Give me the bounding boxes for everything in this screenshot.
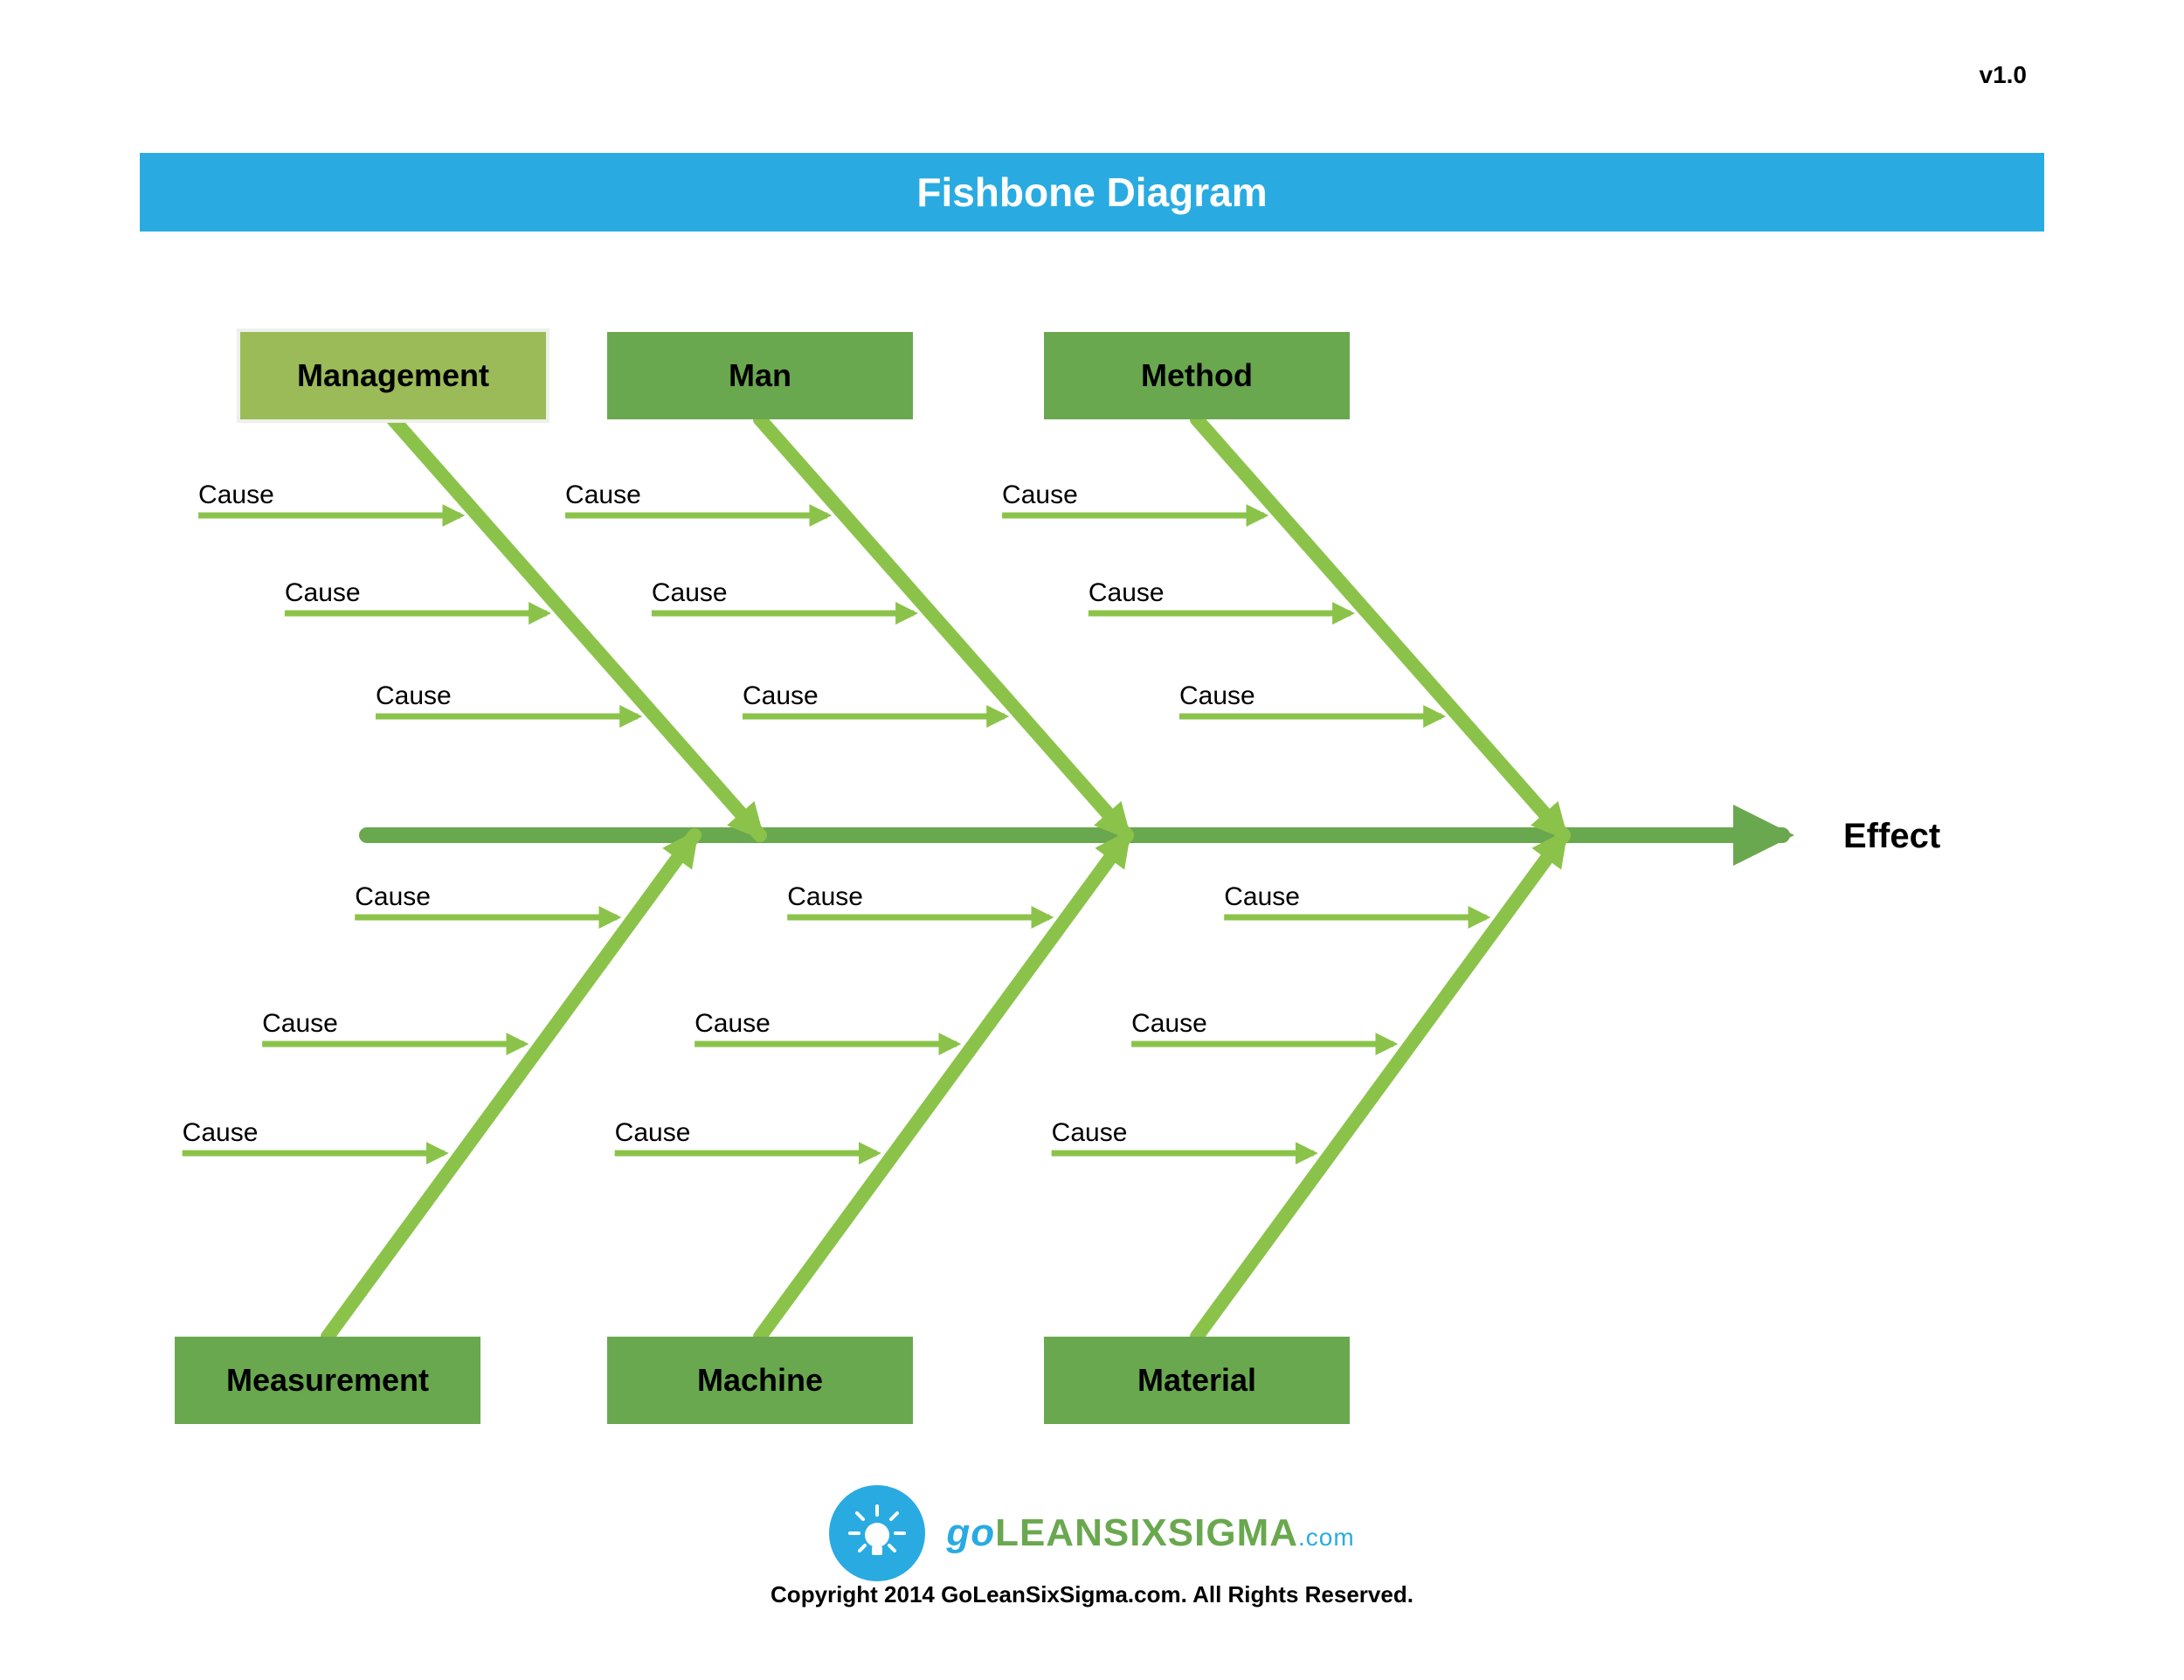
- cause-label-machine-1: Cause: [787, 882, 863, 912]
- category-box-machine: Machine: [607, 1337, 913, 1424]
- cause-label-method-2: Cause: [1089, 578, 1165, 608]
- cause-label-material-3: Cause: [1052, 1118, 1128, 1148]
- brand-footer: goLEANSIXSIGMA.com: [0, 1485, 2184, 1581]
- effect-label: Effect: [1843, 817, 1940, 856]
- brand-dotcom: .com: [1298, 1524, 1355, 1551]
- cause-label-machine-2: Cause: [695, 1009, 771, 1039]
- fishbone-diagram-page: v1.0 Fishbone Diagram Management Man Metho…: [0, 0, 2184, 1680]
- brand-go: go: [946, 1511, 995, 1554]
- cause-label-method-1: Cause: [1002, 480, 1078, 510]
- cause-label-machine-3: Cause: [615, 1118, 691, 1148]
- cause-label-man-2: Cause: [652, 578, 728, 608]
- category-box-management: Management: [240, 332, 546, 419]
- cause-label-management-3: Cause: [376, 681, 452, 711]
- cause-label-method-3: Cause: [1179, 681, 1255, 711]
- category-box-man: Man: [607, 332, 913, 419]
- lightbulb-icon: [829, 1485, 925, 1581]
- page-title-bar: Fishbone Diagram: [140, 153, 2044, 232]
- version-label: v1.0: [1980, 61, 2028, 89]
- cause-label-measurement-3: Cause: [183, 1118, 259, 1148]
- copyright-text: Copyright 2014 GoLeanSixSigma.com. All R…: [771, 1581, 1413, 1607]
- category-box-method: Method: [1044, 332, 1350, 419]
- cause-label-material-1: Cause: [1224, 882, 1300, 912]
- cause-label-man-3: Cause: [743, 681, 819, 711]
- copyright-footer: Copyright 2014 GoLeanSixSigma.com. All R…: [0, 1581, 2184, 1608]
- cause-label-management-2: Cause: [285, 578, 361, 608]
- category-box-measurement: Measurement: [175, 1337, 480, 1424]
- cause-label-material-2: Cause: [1131, 1009, 1207, 1039]
- brand-text: goLEANSIXSIGMA.com: [946, 1511, 1354, 1555]
- category-box-material: Material: [1044, 1337, 1350, 1424]
- page-title: Fishbone Diagram: [916, 169, 1267, 216]
- cause-label-measurement-2: Cause: [262, 1009, 338, 1039]
- brand-lean: LEANSIXSIGMA: [995, 1511, 1298, 1554]
- cause-label-management-1: Cause: [198, 480, 274, 510]
- cause-label-measurement-1: Cause: [355, 882, 431, 912]
- cause-label-man-1: Cause: [565, 480, 641, 510]
